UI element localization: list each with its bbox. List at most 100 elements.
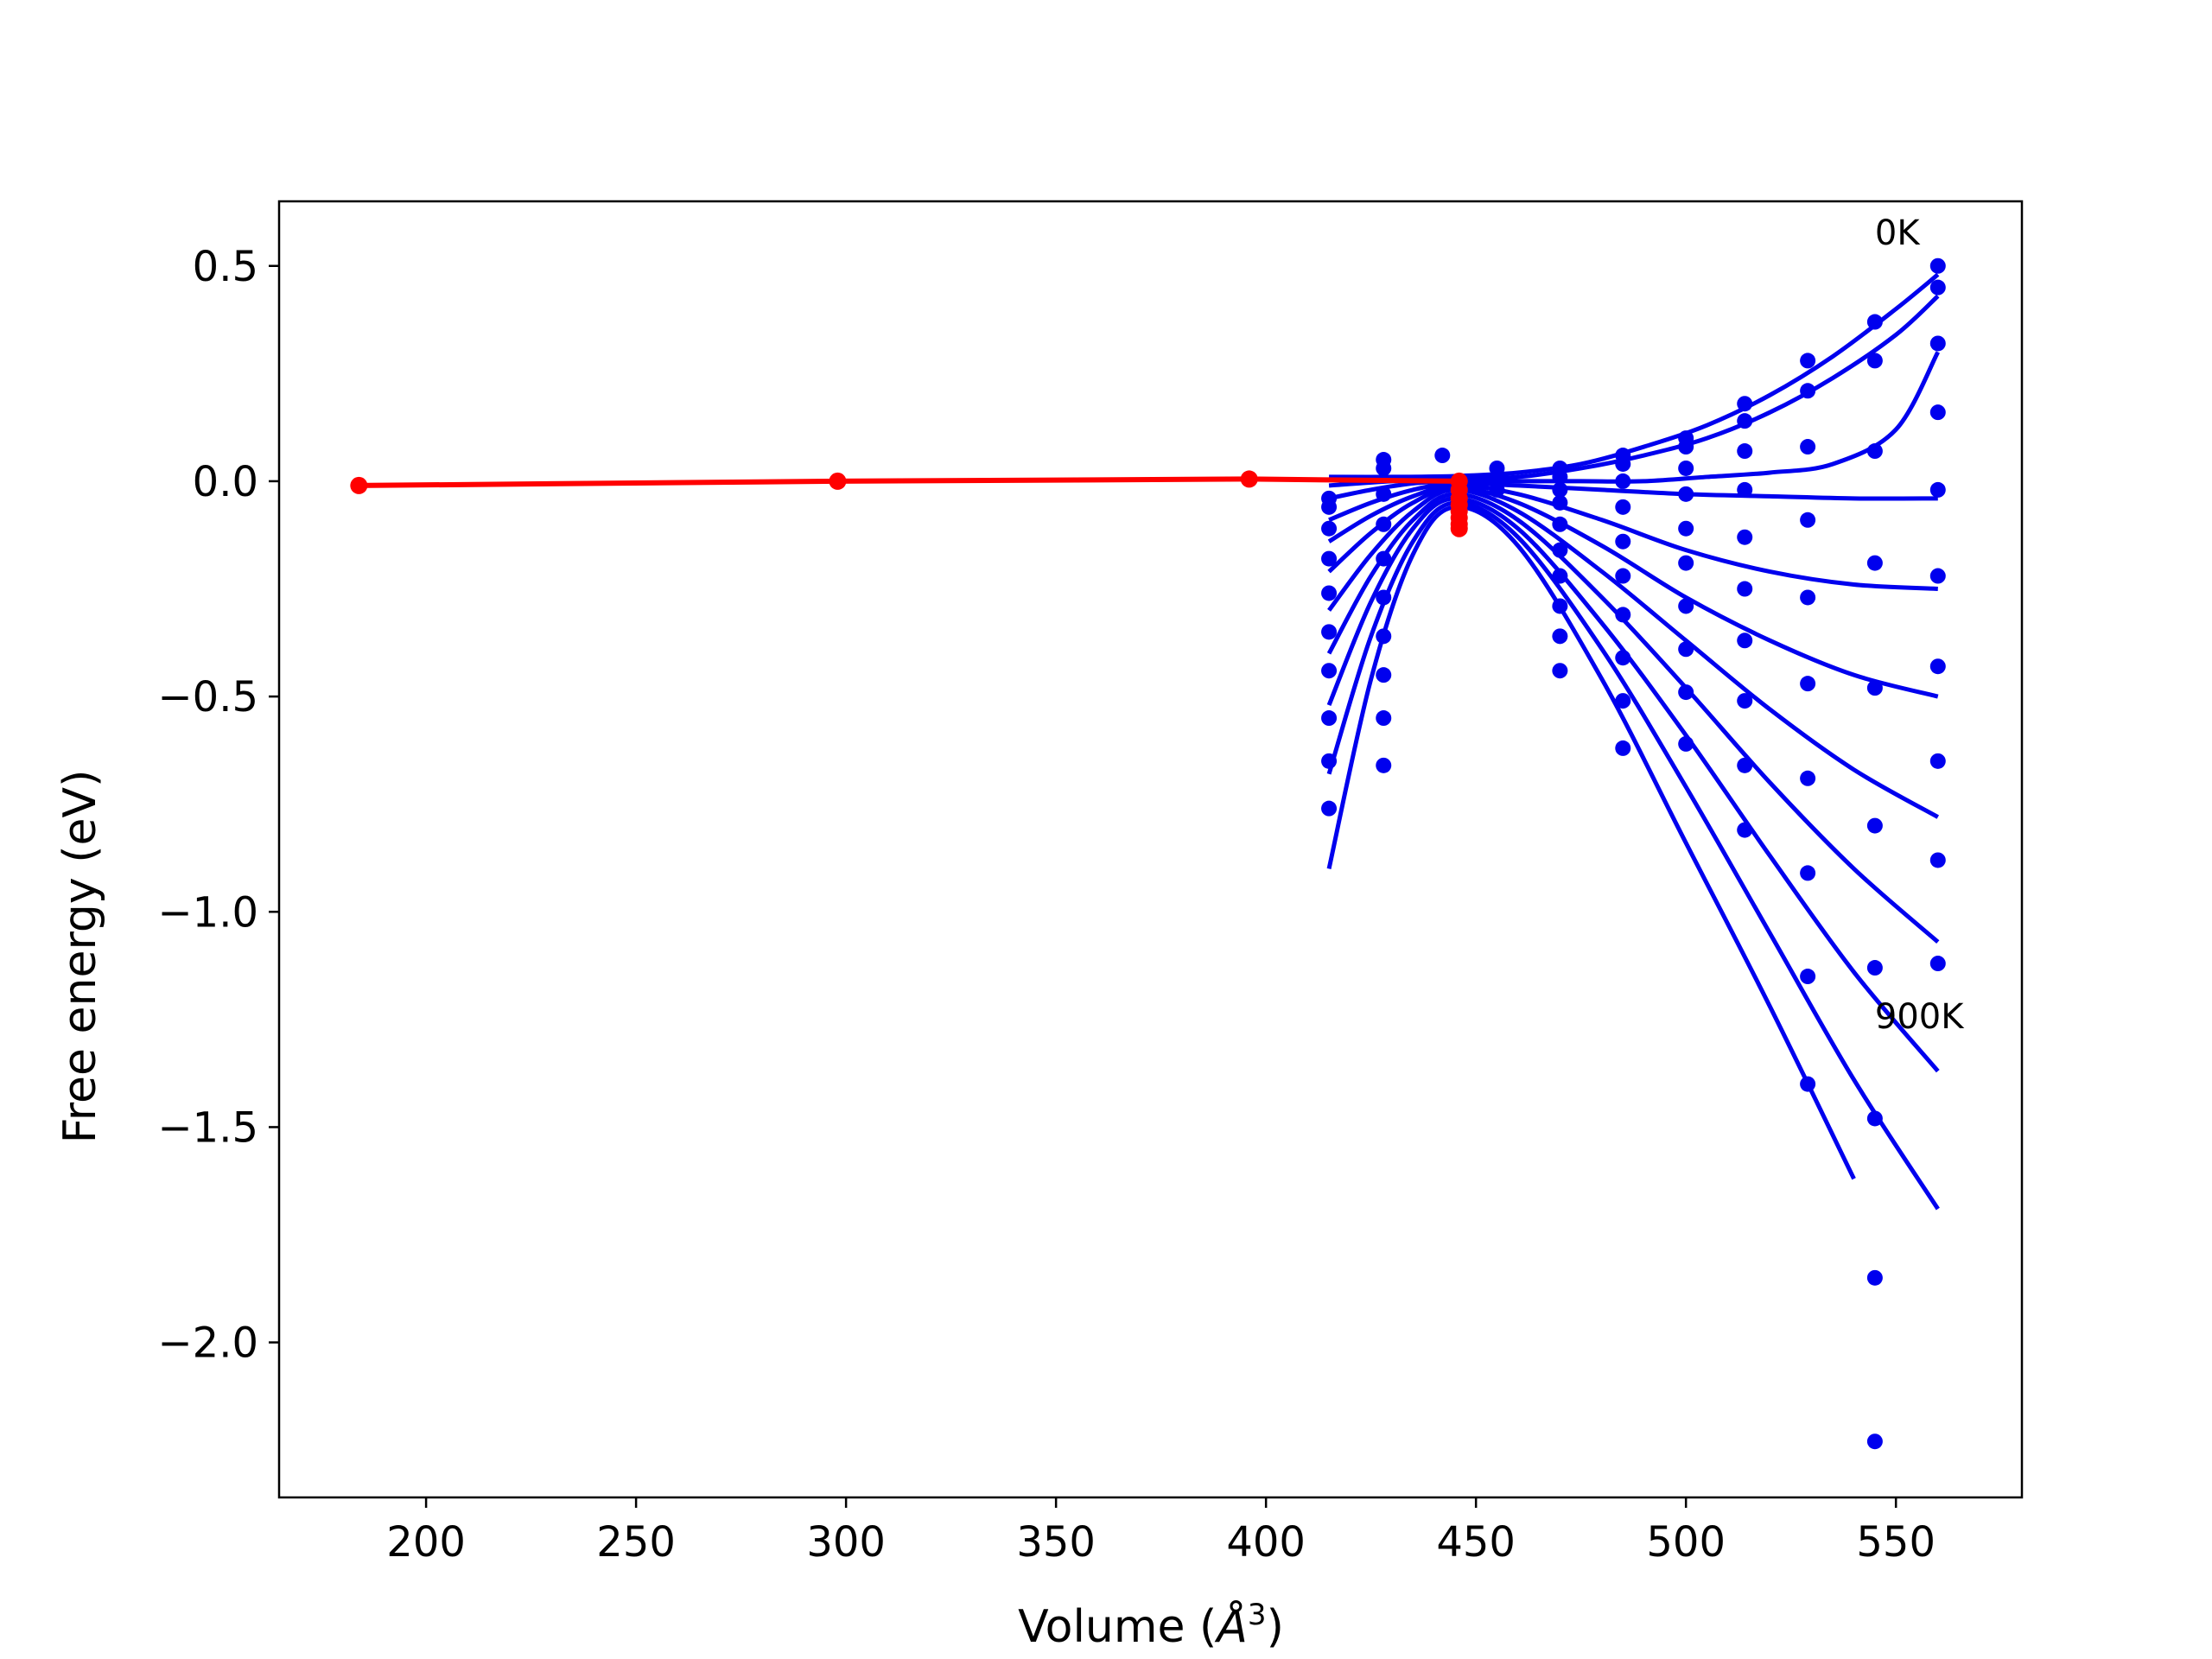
blue-data-point xyxy=(1866,443,1883,460)
red-data-point xyxy=(1240,470,1258,488)
blue-data-point xyxy=(1800,439,1816,455)
x-tick-label: 500 xyxy=(1646,1518,1726,1567)
blue-data-point xyxy=(1929,568,1946,584)
blue-data-point xyxy=(1552,542,1568,558)
x-axis-label-suffix: ) xyxy=(1267,1601,1284,1653)
x-tick-label: 200 xyxy=(386,1518,466,1567)
blue-data-point xyxy=(1678,486,1694,502)
blue-data-point xyxy=(1321,800,1338,817)
y-tick-label: −1.0 xyxy=(157,888,258,937)
blue-data-point xyxy=(1866,680,1883,696)
data-points xyxy=(350,257,1946,1450)
blue-data-point xyxy=(1615,568,1631,584)
blue-data-point xyxy=(1800,353,1816,369)
blue-data-point xyxy=(1321,663,1338,679)
x-axis-label-exponent: 3 xyxy=(1248,1598,1267,1632)
blue-data-point xyxy=(1615,533,1631,550)
blue-data-point xyxy=(1678,735,1694,752)
annotation-label: 0K xyxy=(1875,213,1921,253)
blue-data-point xyxy=(1800,589,1816,606)
blue-fit-curve-0 xyxy=(1329,272,1940,480)
blue-data-point xyxy=(1737,632,1753,649)
blue-data-point xyxy=(1866,555,1883,571)
x-tick-label: 450 xyxy=(1436,1518,1516,1567)
x-tick-label: 250 xyxy=(596,1518,676,1567)
blue-data-point xyxy=(1376,460,1392,476)
blue-data-point xyxy=(1866,1433,1883,1450)
blue-fit-curve-7 xyxy=(1326,492,1940,944)
blue-data-point xyxy=(1800,512,1816,528)
blue-data-point xyxy=(1737,822,1753,838)
blue-data-point xyxy=(1615,740,1631,756)
blue-data-point xyxy=(1678,555,1694,571)
x-axis-label: Volume (Å3) xyxy=(1018,1598,1284,1653)
x-tick-label: 400 xyxy=(1226,1518,1306,1567)
blue-data-point xyxy=(1376,710,1392,727)
blue-fit-curve-2 xyxy=(1328,351,1941,501)
y-tick-label: −0.5 xyxy=(157,673,258,721)
blue-data-point xyxy=(1800,383,1816,399)
blue-data-point xyxy=(1376,550,1392,567)
blue-fit-curve-6 xyxy=(1327,487,1940,819)
blue-data-point xyxy=(1552,568,1568,584)
blue-data-point xyxy=(1376,628,1392,645)
blue-data-point xyxy=(1552,516,1568,532)
blue-data-point xyxy=(1376,486,1392,502)
blue-data-point xyxy=(1737,443,1753,460)
x-axis-ticks: 200 250 300 350 400 450 500 550 xyxy=(386,1497,1936,1567)
y-tick-label: −2.0 xyxy=(157,1319,258,1368)
blue-data-point xyxy=(1678,520,1694,537)
x-tick-label: 550 xyxy=(1856,1518,1936,1567)
blue-data-point xyxy=(1737,529,1753,545)
blue-data-point xyxy=(1737,396,1753,412)
blue-curves xyxy=(1326,272,1941,1211)
blue-data-point xyxy=(1615,607,1631,623)
blue-data-point xyxy=(1552,494,1568,511)
red-line-group xyxy=(359,476,1459,488)
axes-frame xyxy=(277,200,2024,1499)
blue-data-point xyxy=(1737,581,1753,597)
blue-data-point xyxy=(1929,279,1946,296)
blue-data-point xyxy=(1800,1076,1816,1092)
blue-data-point xyxy=(1800,969,1816,985)
blue-data-point xyxy=(1866,1269,1883,1286)
blue-data-point xyxy=(1929,404,1946,421)
blue-data-point xyxy=(1321,710,1338,727)
blue-data-point xyxy=(1929,257,1946,274)
blue-data-point xyxy=(1321,499,1338,515)
blue-fit-curve-9 xyxy=(1326,500,1940,1211)
blue-data-point xyxy=(1866,960,1883,976)
blue-fit-curve-10 xyxy=(1326,505,1856,1180)
blue-data-point xyxy=(1489,468,1505,485)
blue-data-point xyxy=(1678,598,1694,614)
blue-data-point xyxy=(1866,314,1883,330)
blue-data-point xyxy=(1929,956,1946,972)
red-data-point xyxy=(350,476,368,494)
blue-data-point xyxy=(1678,684,1694,701)
blue-fit-curve-8 xyxy=(1326,496,1940,1073)
blue-fit-curve-3 xyxy=(1328,480,1938,523)
blue-data-point xyxy=(1678,641,1694,658)
x-axis-label-unit: Å xyxy=(1214,1599,1248,1653)
blue-data-point xyxy=(1615,455,1631,472)
blue-data-point xyxy=(1615,693,1631,709)
blue-data-point xyxy=(1552,481,1568,498)
blue-data-point xyxy=(1929,481,1946,498)
blue-data-point xyxy=(1737,693,1753,709)
red-data-point xyxy=(1450,519,1468,537)
blue-data-point xyxy=(1489,481,1505,498)
blue-fit-curve-5 xyxy=(1327,485,1939,699)
blue-data-point xyxy=(1552,628,1568,645)
blue-data-point xyxy=(1800,676,1816,692)
blue-data-point xyxy=(1321,585,1338,601)
blue-data-point xyxy=(1615,650,1631,666)
blue-data-point xyxy=(1678,439,1694,455)
blue-data-point xyxy=(1434,448,1451,464)
blue-data-point xyxy=(1929,753,1946,769)
blue-data-point xyxy=(1615,473,1631,489)
blue-data-point xyxy=(1800,770,1816,786)
blue-data-point xyxy=(1321,520,1338,537)
blue-data-point xyxy=(1737,481,1753,498)
